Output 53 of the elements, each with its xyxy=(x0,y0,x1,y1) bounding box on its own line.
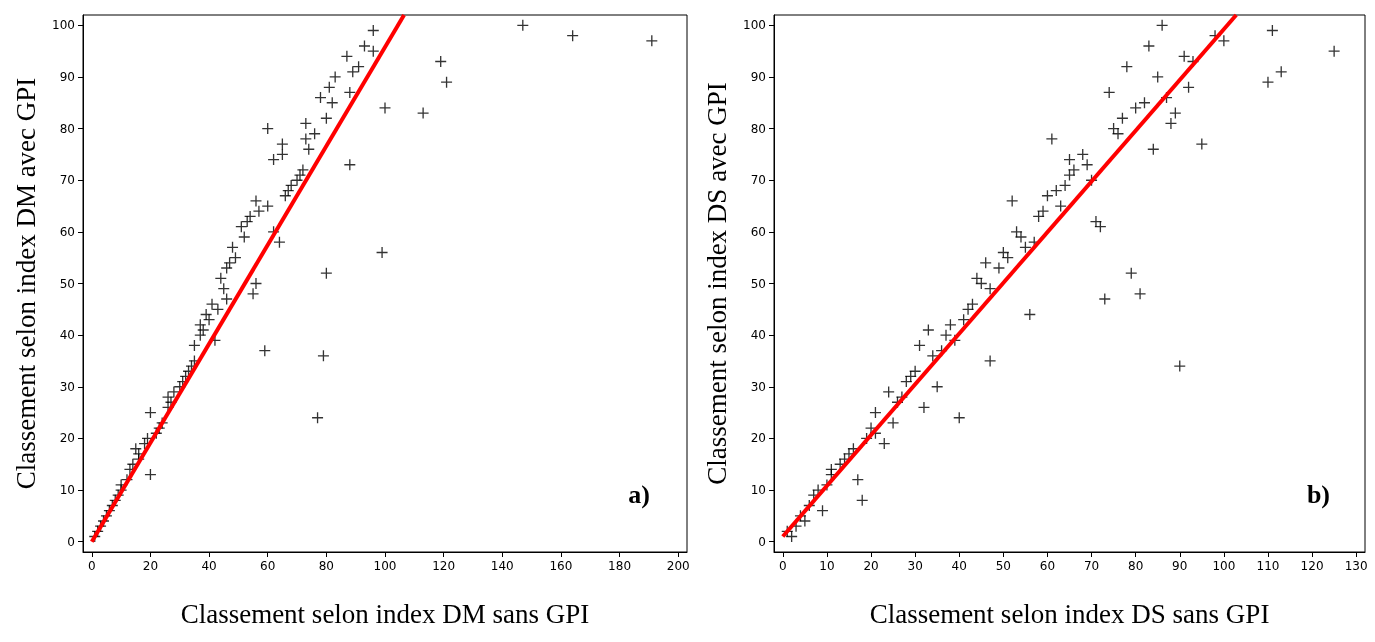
annotation: b) xyxy=(1306,479,1331,509)
y-tick-label: 60 xyxy=(750,224,766,239)
y-tick-label: 90 xyxy=(59,69,75,84)
x-tick-label: 130 xyxy=(1344,559,1368,573)
x-axis-title: Classement selon index DS sans GPI xyxy=(869,598,1270,629)
y-tick-label: 80 xyxy=(59,121,75,136)
y-tick-label: 80 xyxy=(750,121,766,136)
y-tick-label: 0 xyxy=(758,534,766,549)
y-tick-label: 70 xyxy=(750,173,766,188)
x-tick-label: 80 xyxy=(1128,559,1144,573)
y-tick-label: 10 xyxy=(750,483,766,498)
x-tick-label: 50 xyxy=(995,559,1011,573)
x-tick-label: 110 xyxy=(1256,559,1280,573)
x-tick-label: 20 xyxy=(142,559,159,573)
y-tick-label: 70 xyxy=(59,173,75,188)
y-tick-label: 100 xyxy=(52,18,75,33)
x-tick-label: 120 xyxy=(1300,559,1324,573)
y-tick-label: 0 xyxy=(67,534,75,549)
x-tick-label: 80 xyxy=(318,559,334,573)
y-tick-label: 30 xyxy=(59,379,75,394)
y-axis-title: Classement selon index DM avec GPI xyxy=(10,77,41,490)
x-tick-label: 60 xyxy=(260,559,276,573)
x-axis-title: Classement selon index DM sans GPI xyxy=(180,598,590,629)
x-tick-label: 40 xyxy=(201,559,217,573)
x-tick-label: 60 xyxy=(1039,559,1056,573)
x-tick-label: 100 xyxy=(373,559,397,573)
x-tick-label: 140 xyxy=(490,559,514,573)
x-tick-label: 30 xyxy=(907,559,923,573)
y-tick-label: 50 xyxy=(750,276,766,291)
y-axis-title: Classement selon index DS avec GPI xyxy=(701,82,732,485)
x-tick-label: 90 xyxy=(1172,559,1188,573)
y-tick-label: 20 xyxy=(59,431,75,446)
y-tick-label: 40 xyxy=(59,328,75,343)
x-tick-label: 200 xyxy=(666,559,690,573)
y-tick-label: 20 xyxy=(750,431,766,446)
y-tick-label: 10 xyxy=(59,483,75,498)
x-tick-label: 100 xyxy=(1212,559,1236,573)
y-tick-label: 60 xyxy=(59,224,75,239)
x-tick-label: 10 xyxy=(819,559,835,573)
x-tick-label: 40 xyxy=(951,559,967,573)
y-tick-label: 90 xyxy=(750,69,766,84)
x-tick-label: 70 xyxy=(1083,559,1100,573)
x-tick-label: 180 xyxy=(608,559,632,573)
y-tick-label: 50 xyxy=(59,276,75,291)
x-tick-label: 20 xyxy=(863,559,879,573)
x-tick-label: 120 xyxy=(432,559,456,573)
y-tick-label: 30 xyxy=(750,379,766,394)
y-tick-label: 100 xyxy=(743,18,766,33)
annotation: a) xyxy=(628,479,651,509)
x-tick-label: 160 xyxy=(549,559,573,573)
x-tick-label: 0 xyxy=(779,559,787,573)
x-tick-label: 0 xyxy=(87,559,96,573)
y-tick-label: 40 xyxy=(750,328,766,343)
